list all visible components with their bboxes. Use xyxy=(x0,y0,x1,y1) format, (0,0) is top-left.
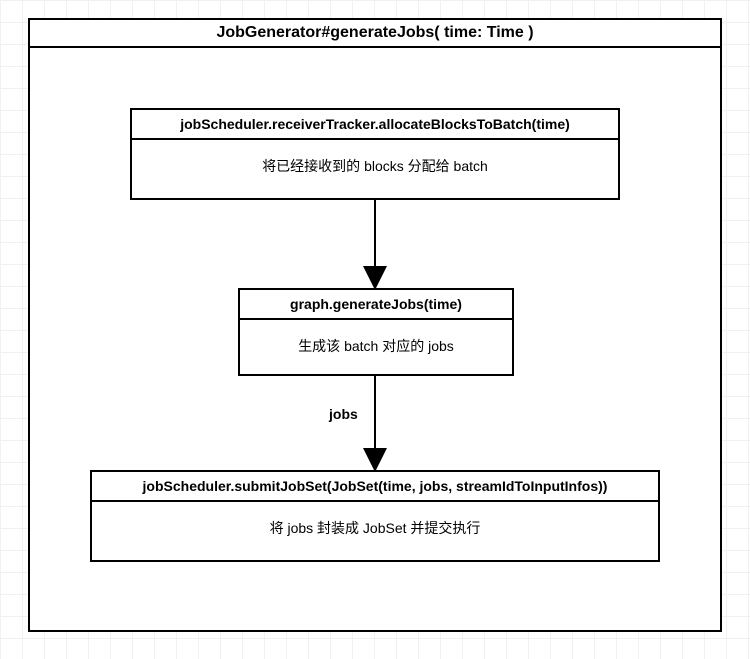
edge-label-n2-n3: jobs xyxy=(325,406,362,422)
flow-node-title: jobScheduler.receiverTracker.allocateBlo… xyxy=(132,110,618,140)
flow-node-n1: jobScheduler.receiverTracker.allocateBlo… xyxy=(130,108,620,200)
outer-title: JobGenerator#generateJobs( time: Time ) xyxy=(30,20,720,48)
flow-node-body: 生成该 batch 对应的 jobs xyxy=(240,320,512,372)
flow-node-body: 将 jobs 封装成 JobSet 并提交执行 xyxy=(92,502,658,554)
flow-node-title: graph.generateJobs(time) xyxy=(240,290,512,320)
diagram-canvas: JobGenerator#generateJobs( time: Time ) … xyxy=(0,0,750,659)
flow-node-n2: graph.generateJobs(time)生成该 batch 对应的 jo… xyxy=(238,288,514,376)
flow-node-body: 将已经接收到的 blocks 分配给 batch xyxy=(132,140,618,192)
flow-node-title: jobScheduler.submitJobSet(JobSet(time, j… xyxy=(92,472,658,502)
flow-node-n3: jobScheduler.submitJobSet(JobSet(time, j… xyxy=(90,470,660,562)
